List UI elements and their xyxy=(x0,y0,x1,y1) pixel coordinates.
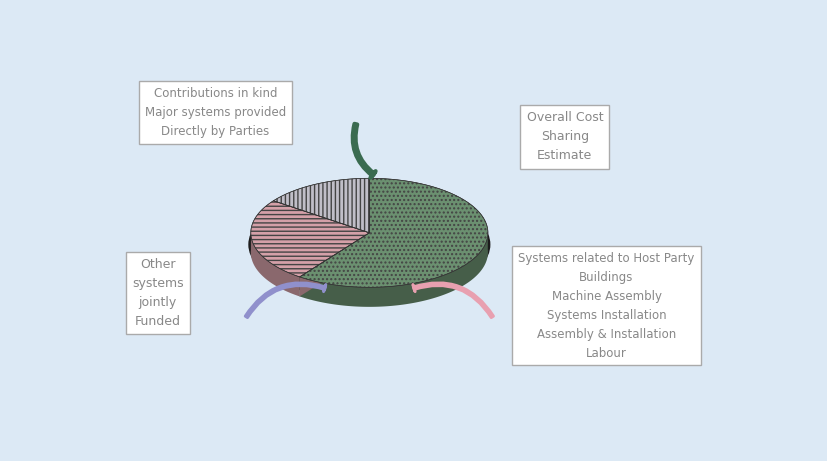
Text: Systems related to Host Party
Buildings
Machine Assembly
Systems Installation
As: Systems related to Host Party Buildings … xyxy=(519,252,695,360)
Polygon shape xyxy=(251,201,370,277)
Polygon shape xyxy=(299,178,488,287)
Polygon shape xyxy=(274,178,370,233)
Polygon shape xyxy=(251,230,299,296)
Polygon shape xyxy=(299,233,370,296)
Text: Other
systems
jointly
Funded: Other systems jointly Funded xyxy=(132,258,184,328)
Polygon shape xyxy=(299,230,488,307)
Ellipse shape xyxy=(249,189,490,300)
Text: Contributions in kind
Major systems provided
Directly by Parties: Contributions in kind Major systems prov… xyxy=(145,87,286,138)
Polygon shape xyxy=(299,233,370,296)
Text: Overall Cost
Sharing
Estimate: Overall Cost Sharing Estimate xyxy=(527,112,603,162)
